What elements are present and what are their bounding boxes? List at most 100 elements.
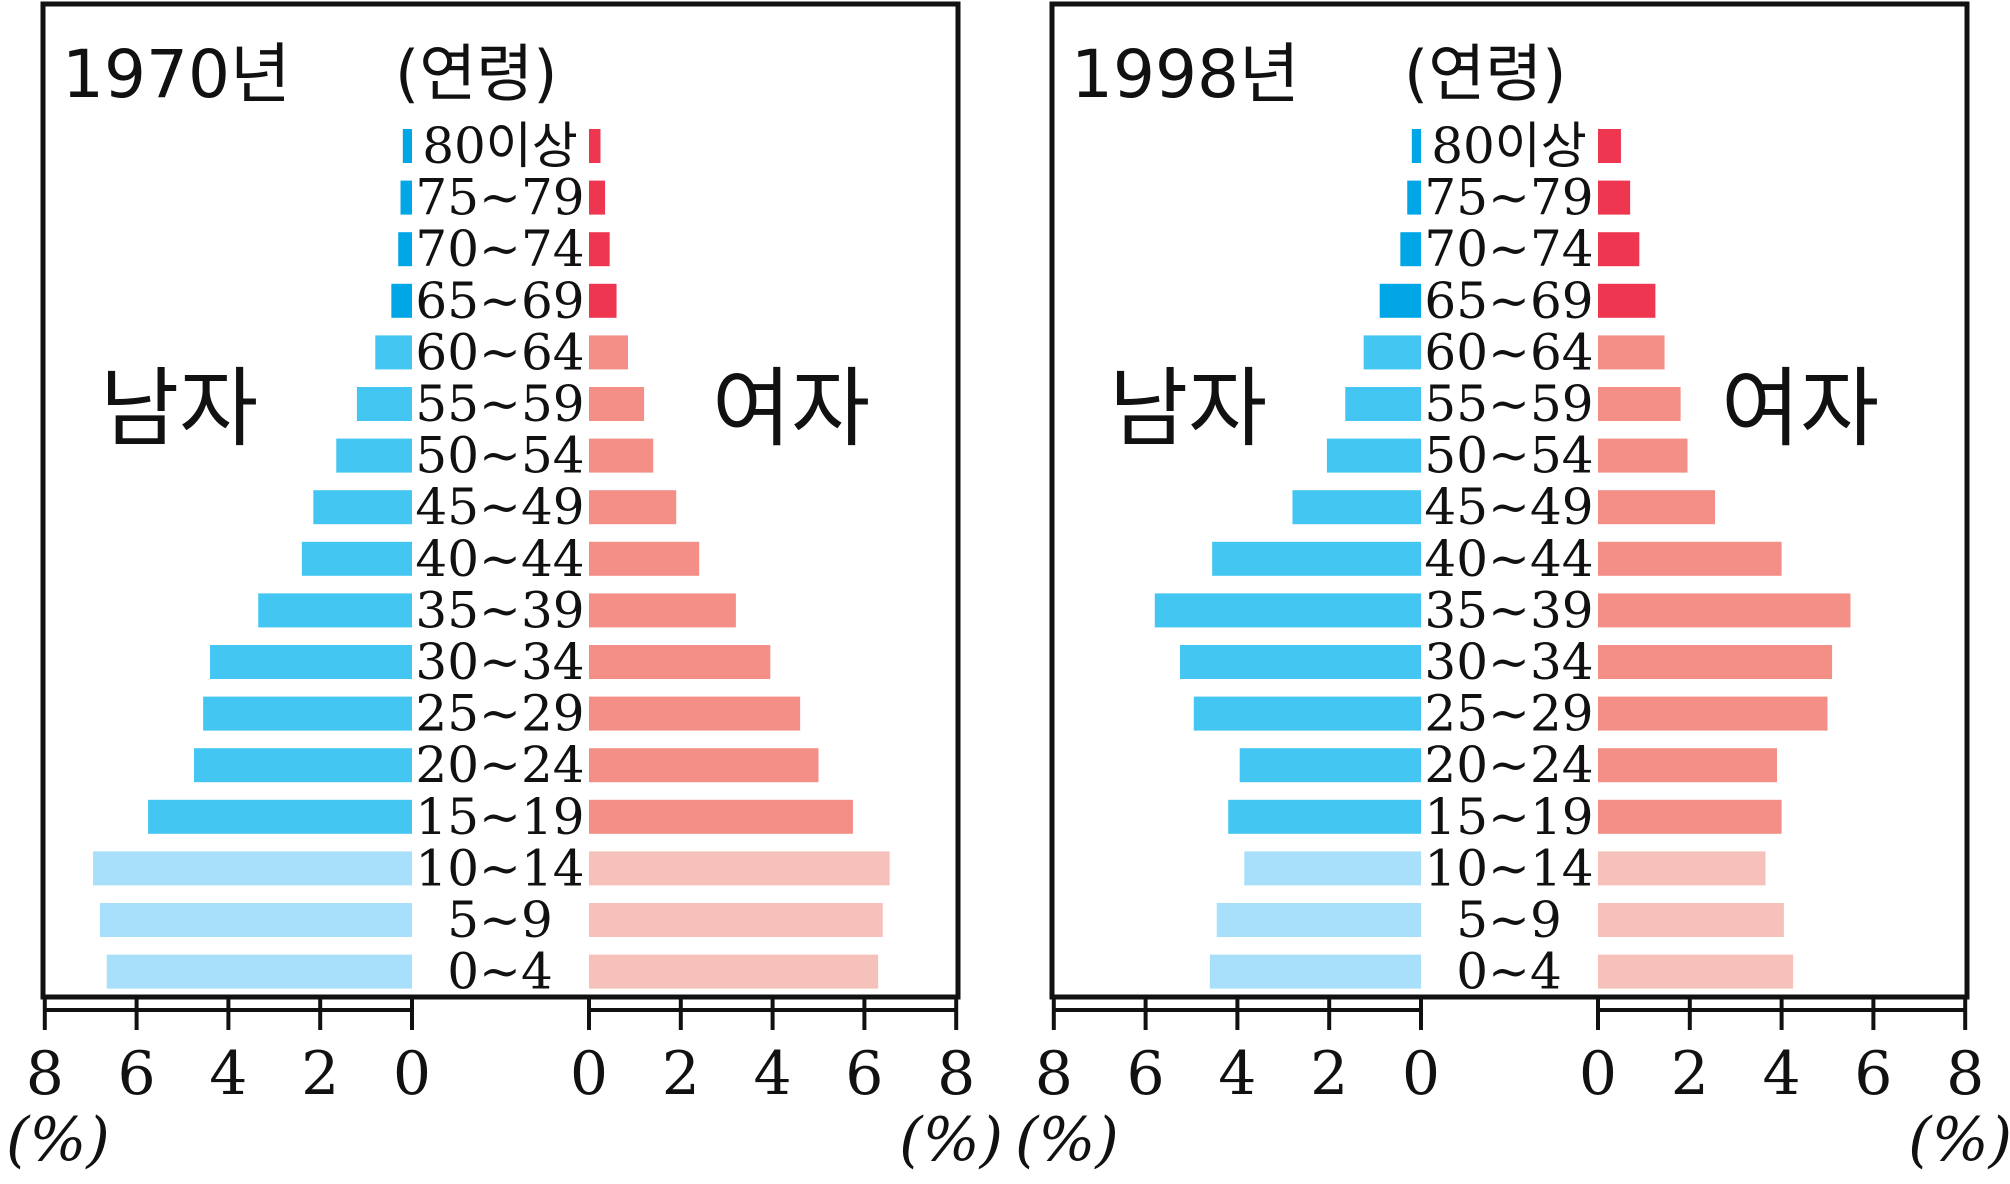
age-label-1: 75~79: [1424, 169, 1593, 227]
male-bar-6: [336, 438, 412, 473]
age-label-13: 15~19: [1424, 788, 1593, 846]
female-bar-8: [1598, 541, 1782, 576]
male-bar-15: [1216, 903, 1421, 937]
age-label-11: 25~29: [1424, 685, 1593, 743]
male-bar-4: [1363, 335, 1421, 370]
age-label-13: 15~19: [415, 788, 584, 846]
male-bar-16: [106, 954, 412, 989]
female-bar-7: [589, 490, 677, 525]
female-bar-15: [1598, 903, 1784, 937]
female-x-tick-label: 4: [754, 1039, 792, 1109]
female-bar-1: [1598, 180, 1631, 215]
male-x-tick-label: 6: [1127, 1039, 1165, 1109]
male-bar-14: [1244, 851, 1421, 886]
male-x-tick-label: 0: [1402, 1039, 1440, 1109]
female-bar-6: [1598, 438, 1688, 473]
female-bar-4: [1598, 335, 1665, 370]
female-bar-4: [589, 335, 629, 370]
male-bar-14: [92, 851, 413, 886]
age-label-5: 55~59: [1424, 375, 1593, 433]
age-label-4: 60~64: [415, 323, 584, 381]
age-label-14: 10~14: [415, 839, 584, 897]
female-x-tick-label: 6: [1854, 1039, 1892, 1109]
male-bar-16: [1209, 954, 1421, 989]
female-bar-10: [1598, 645, 1833, 679]
female-bar-10: [589, 645, 771, 679]
age-label-5: 55~59: [415, 375, 584, 433]
male-bar-4: [375, 335, 412, 370]
age-label-6: 50~54: [415, 427, 584, 485]
unit-label-left: (%): [1015, 1105, 1119, 1175]
male-bar-12: [1239, 748, 1421, 783]
age-label-8: 40~44: [1424, 530, 1593, 588]
female-bar-8: [589, 541, 700, 576]
male-bar-0: [1411, 129, 1421, 163]
male-x-tick-label: 6: [118, 1039, 156, 1109]
age-label-7: 45~49: [1424, 478, 1593, 536]
female-bar-13: [1598, 799, 1782, 834]
female-bar-13: [589, 799, 853, 834]
age-label-16: 0~4: [447, 943, 553, 1001]
male-bar-3: [1379, 283, 1421, 318]
female-x-tick-label: 8: [937, 1039, 975, 1109]
female-bar-3: [1598, 283, 1656, 318]
age-label-9: 35~39: [415, 581, 584, 639]
male-bar-1: [400, 180, 412, 215]
female-bar-6: [589, 438, 654, 473]
male-x-tick-label: 0: [393, 1039, 431, 1109]
age-label-12: 20~24: [415, 736, 584, 794]
male-bar-6: [1326, 438, 1421, 473]
male-x-tick-label: 8: [26, 1039, 64, 1109]
female-x-tick-label: 0: [1579, 1039, 1617, 1109]
female-bar-11: [1598, 696, 1828, 731]
female-x-tick-label: 6: [845, 1039, 883, 1109]
age-label-16: 0~4: [1456, 943, 1562, 1001]
male-bar-9: [1154, 593, 1421, 628]
chart-frame: [40, 1, 961, 1000]
age-label-6: 50~54: [1424, 427, 1593, 485]
male-bar-13: [148, 799, 412, 834]
age-label-2: 70~74: [415, 220, 584, 278]
female-bar-1: [589, 180, 606, 215]
age-label-8: 40~44: [415, 530, 584, 588]
age-axis-title: (연령): [1404, 37, 1566, 110]
female-bar-2: [1598, 232, 1640, 267]
male-bar-2: [398, 232, 412, 267]
male-bar-9: [258, 593, 412, 628]
male-x-tick-label: 2: [301, 1039, 339, 1109]
female-bar-15: [589, 903, 883, 937]
age-label-3: 65~69: [1424, 272, 1593, 330]
age-label-10: 30~34: [1424, 633, 1593, 691]
chart-frame: [1049, 1, 1970, 1000]
male-x-tick-label: 4: [1218, 1039, 1256, 1109]
age-label-1: 75~79: [415, 169, 584, 227]
male-label: 남자: [1109, 359, 1267, 459]
age-label-3: 65~69: [415, 272, 584, 330]
female-label: 여자: [1721, 359, 1879, 459]
pyramid-panel-1970: 1970년 (연령) 남자 여자 80이상75~7970~7465~6960~6455~…: [6, 1, 1003, 1175]
female-bar-9: [589, 593, 736, 628]
female-bar-9: [1598, 593, 1851, 628]
female-bar-5: [589, 387, 645, 421]
female-label: 여자: [712, 359, 870, 459]
age-label-15: 5~9: [447, 891, 553, 949]
male-bar-0: [402, 129, 412, 163]
female-x-tick-label: 2: [662, 1039, 700, 1109]
female-x-tick-label: 2: [1671, 1039, 1709, 1109]
male-bar-10: [1180, 645, 1421, 679]
age-label-14: 10~14: [1424, 839, 1593, 897]
female-bar-16: [589, 954, 879, 989]
male-bar-1: [1407, 180, 1421, 215]
female-bar-3: [589, 283, 617, 318]
male-bar-11: [1193, 696, 1421, 731]
female-bar-2: [589, 232, 610, 267]
female-bar-0: [1598, 129, 1621, 163]
female-bar-11: [589, 696, 801, 731]
male-bar-3: [391, 283, 412, 318]
male-bar-15: [99, 903, 412, 937]
male-label: 남자: [100, 359, 258, 459]
male-bar-5: [356, 387, 412, 421]
chart-title: 1970년: [62, 36, 291, 113]
male-bar-7: [313, 490, 412, 525]
